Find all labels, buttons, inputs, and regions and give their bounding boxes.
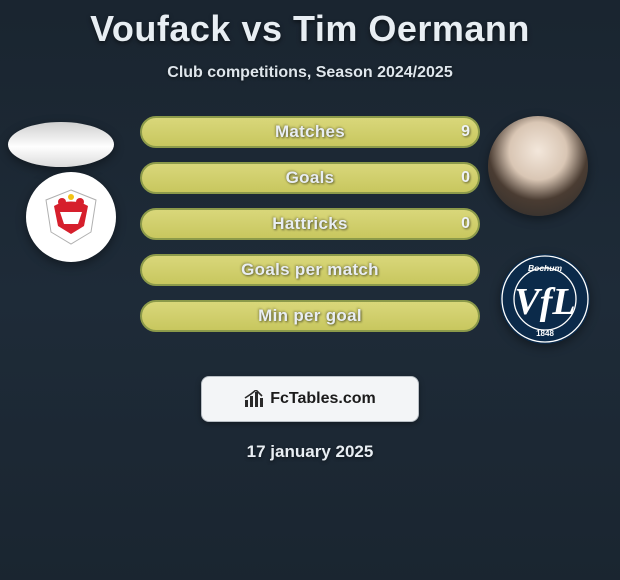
svg-text:1848: 1848 [536,329,554,338]
stat-label: Goals [140,162,480,194]
source-brand: FcTables.com [270,390,376,408]
player-right-avatar [488,116,588,216]
stat-label: Hattricks [140,208,480,240]
svg-text:VfL: VfL [514,281,575,323]
source-badge: FcTables.com [201,376,419,422]
page-title: Voufack vs Tim Oermann [0,8,620,50]
rb-leipzig-icon [36,182,106,252]
stat-label: Matches [140,116,480,148]
stat-value-right: 0 [461,162,470,194]
stat-row: Goals per match [140,254,480,286]
svg-text:Bochum: Bochum [528,263,562,273]
club-right-badge: Bochum 1848 VfL [500,254,590,344]
stat-label: Goals per match [140,254,480,286]
stat-bars: Matches9Goals0Hattricks0Goals per matchM… [140,116,480,346]
vfl-bochum-icon: Bochum 1848 VfL [500,254,590,344]
snapshot-date: 17 january 2025 [0,442,620,462]
stat-label: Min per goal [140,300,480,332]
player-left-avatar [8,122,114,167]
club-left-badge [26,172,116,262]
comparison-panel: Bochum 1848 VfL Matches9Goals0Hattricks0… [0,110,620,360]
page-subtitle: Club competitions, Season 2024/2025 [0,64,620,82]
stat-value-right: 9 [461,116,470,148]
stat-row: Matches9 [140,116,480,148]
stat-value-right: 0 [461,208,470,240]
stat-row: Hattricks0 [140,208,480,240]
stat-row: Goals0 [140,162,480,194]
stat-row: Min per goal [140,300,480,332]
bar-chart-icon [244,390,264,408]
